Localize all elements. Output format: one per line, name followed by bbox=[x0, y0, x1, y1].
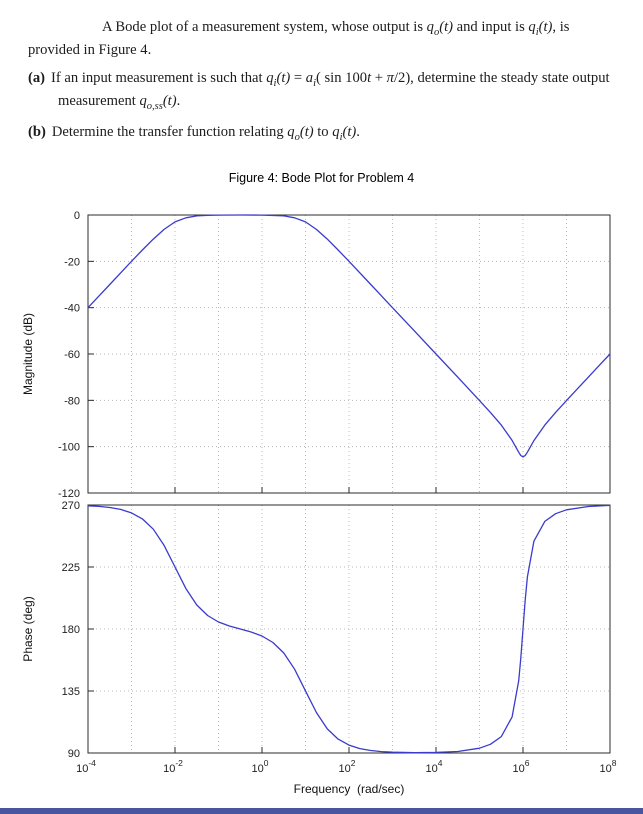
y-tick-label: 135 bbox=[62, 686, 80, 698]
figure-title: Figure 4: Bode Plot for Problem 4 bbox=[228, 170, 415, 185]
y-tick-label: -80 bbox=[64, 395, 80, 407]
magnitude-y-axis-label: Magnitude (dB) bbox=[21, 313, 35, 395]
y-tick-label: -120 bbox=[58, 488, 80, 500]
magnitude-curve bbox=[87, 214, 611, 458]
y-tick-label: 270 bbox=[62, 500, 80, 512]
bottom-edge-bar bbox=[0, 808, 643, 814]
phase-curve bbox=[87, 504, 611, 754]
x-tick-label: 10-4 bbox=[76, 758, 96, 775]
y-tick-label: -100 bbox=[58, 441, 80, 453]
item-a-text: If an input measurement is such that qi(… bbox=[51, 70, 610, 113]
x-tick-label: 104 bbox=[426, 758, 443, 775]
item-a-label: (a) bbox=[28, 70, 46, 87]
item-b-text: Determine the transfer function relating… bbox=[51, 123, 360, 143]
y-tick-label: -20 bbox=[64, 256, 80, 268]
x-tick-label: 100 bbox=[252, 758, 269, 775]
y-tick-label: 225 bbox=[62, 562, 80, 574]
problem-item-b: (b) Determine the transfer function relat… bbox=[28, 122, 613, 145]
problem-statement: A Bode plot of a measurement system, who… bbox=[0, 0, 643, 145]
x-tick-label: 102 bbox=[339, 758, 356, 775]
y-tick-label: 90 bbox=[68, 748, 80, 760]
phase-panel: 270 225 180 135 90 Phase (deg) 10-4 10-2 100 102 1… bbox=[21, 500, 617, 796]
x-tick-label: 108 bbox=[600, 758, 617, 775]
problem-intro: A Bode plot of a measurement system, who… bbox=[28, 19, 570, 59]
phase-y-axis-label: Phase (deg) bbox=[21, 596, 35, 661]
y-tick-label: 0 bbox=[74, 210, 80, 222]
x-tick-label: 106 bbox=[513, 758, 530, 775]
y-tick-label: -60 bbox=[64, 349, 80, 361]
item-b-label: (b) bbox=[28, 123, 46, 140]
problem-item-a: (a) If an input measurement is such that … bbox=[28, 68, 613, 114]
y-tick-label: 180 bbox=[62, 624, 80, 636]
magnitude-panel: 0 -20 -40 -60 -80 -100 -120 Magnitude (dB) bbox=[21, 210, 611, 500]
bode-plot: 0 -20 -40 -60 -80 -100 -120 Magnitude (dB) 270 22… bbox=[21, 210, 617, 796]
y-tick-label: -40 bbox=[64, 302, 80, 314]
x-axis-label: Frequency (rad/sec) bbox=[294, 782, 405, 796]
x-tick-label: 10-2 bbox=[163, 758, 183, 775]
